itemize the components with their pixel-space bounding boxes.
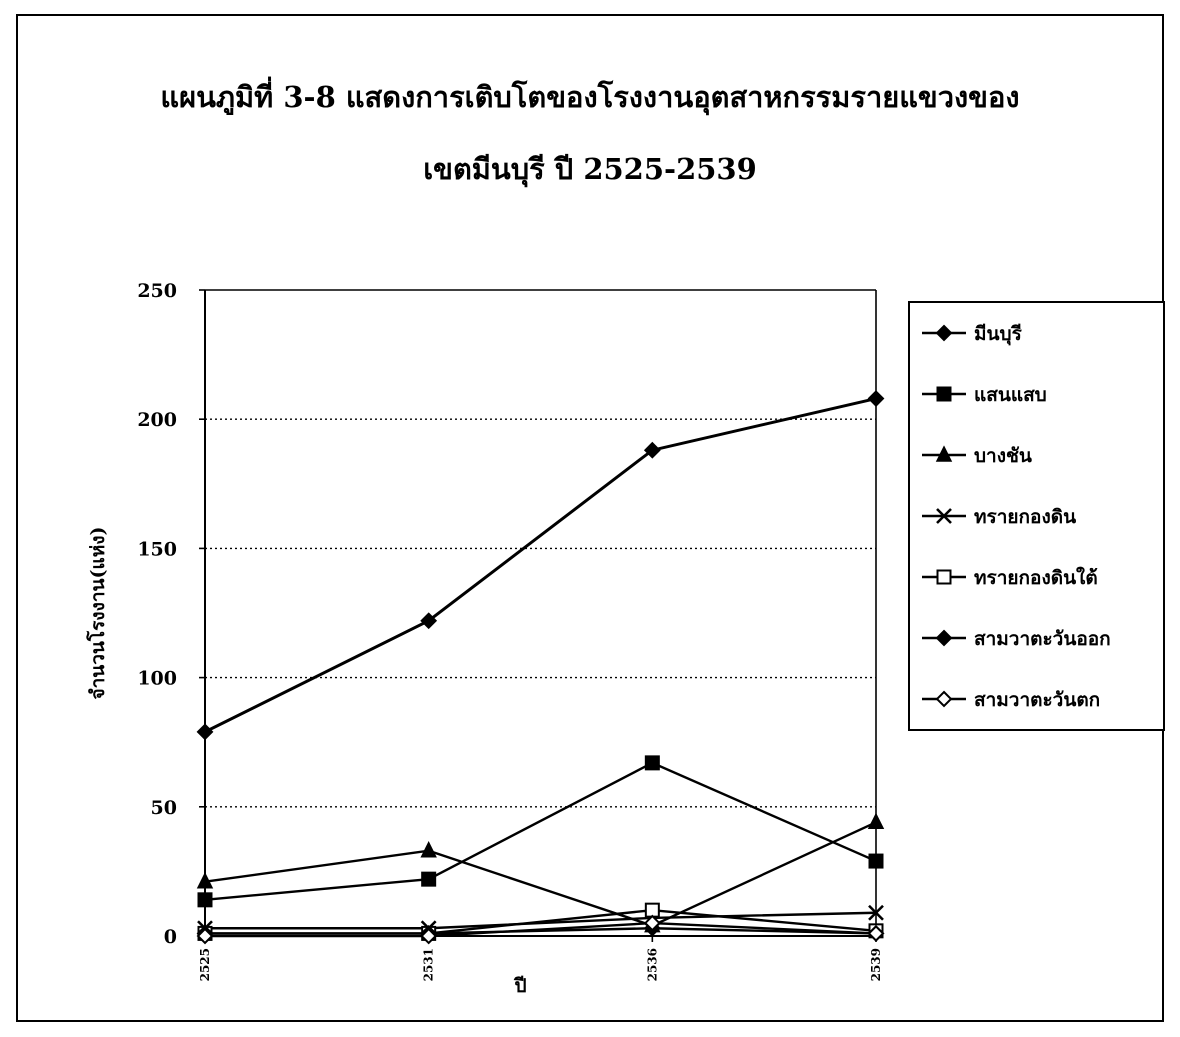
legend: มีนบุรีแสนแสบบางชันทรายกองดินทรายกองดินใ… xyxy=(908,301,1165,731)
legend-item: ทรายกองดินใต้ xyxy=(922,566,1098,589)
axes xyxy=(199,289,877,942)
series-line xyxy=(204,397,877,734)
y-tick-label: 200 xyxy=(137,409,177,431)
legend-swatch-marker xyxy=(935,445,953,462)
chart-title-line-1: แผนภูมิที่ 3-8 แสดงการเติบโตของโรงงานอุต… xyxy=(160,80,1020,114)
legend-label: ทรายกองดินใต้ xyxy=(974,566,1098,589)
data-point xyxy=(420,927,438,945)
series-1 xyxy=(196,390,885,741)
data-point xyxy=(196,723,214,741)
series-group xyxy=(196,390,885,945)
legend-item: สามวาตะวันตก xyxy=(922,689,1100,711)
y-tick-label: 250 xyxy=(137,280,177,302)
series-line xyxy=(204,821,877,927)
x-tick-label: 2539 xyxy=(869,948,883,981)
chart-title-line-2: เขตมีนบุรี ปี 2525-2539 xyxy=(423,152,757,186)
legend-swatch-marker xyxy=(935,324,953,342)
legend-label: สามวาตะวันตก xyxy=(974,689,1100,711)
legend-label: สามวาตะวันออก xyxy=(974,628,1111,650)
x-axis-label: ปี xyxy=(514,975,527,997)
series-line xyxy=(204,761,877,902)
data-point xyxy=(867,925,885,942)
y-tick-label: 150 xyxy=(137,538,177,560)
y-tick-label: 100 xyxy=(137,668,177,690)
legend-swatch-marker xyxy=(936,386,952,402)
y-axis-label: จำนวนโรงงาน(แห่ง) xyxy=(86,526,109,699)
data-point xyxy=(868,904,884,921)
data-point xyxy=(643,441,661,459)
series-2 xyxy=(197,755,884,908)
data-point xyxy=(197,892,213,908)
data-point xyxy=(867,390,885,407)
legend-item: สามวาตะวันออก xyxy=(922,628,1111,650)
data-point xyxy=(867,812,885,830)
y-tick-label: 0 xyxy=(164,926,177,948)
legend-swatch-marker xyxy=(935,629,953,647)
data-point xyxy=(420,612,438,630)
data-point xyxy=(643,914,661,932)
series-line xyxy=(205,921,877,938)
x-marker-stroke xyxy=(868,904,884,921)
data-point xyxy=(420,841,437,858)
legend-label: บางชัน xyxy=(974,445,1032,467)
x-tick-labels: 2525 2531 2536 2539 xyxy=(198,948,883,981)
series-line xyxy=(205,911,877,930)
data-point xyxy=(421,871,437,887)
data-point xyxy=(644,755,660,771)
y-tick-labels: 0 50 100 150 200 250 xyxy=(137,280,177,948)
legend-item: แสนแสบ xyxy=(922,384,1047,406)
y-tick-label: 50 xyxy=(151,797,177,819)
legend-item: บางชัน xyxy=(922,445,1032,467)
legend-swatch-marker xyxy=(936,508,952,524)
legend-swatch-marker xyxy=(935,690,953,708)
series-7 xyxy=(196,914,885,945)
legend-label: ทรายกองดิน xyxy=(974,506,1076,528)
legend-label: แสนแสบ xyxy=(974,384,1047,406)
legend-swatch-marker xyxy=(936,569,952,585)
x-tick-label: 2531 xyxy=(422,948,436,981)
x-tick-label: 2525 xyxy=(198,948,212,981)
data-point xyxy=(868,853,884,869)
data-point xyxy=(196,927,214,945)
legend-item: มีนบุรี xyxy=(922,323,1023,346)
data-point xyxy=(196,872,214,889)
x-marker-stroke xyxy=(936,508,952,524)
legend-item: ทรายกองดิน xyxy=(922,506,1076,528)
legend-label: มีนบุรี xyxy=(974,323,1023,346)
x-tick-label: 2536 xyxy=(645,948,659,981)
gridlines xyxy=(205,418,876,808)
series-line xyxy=(205,927,877,935)
